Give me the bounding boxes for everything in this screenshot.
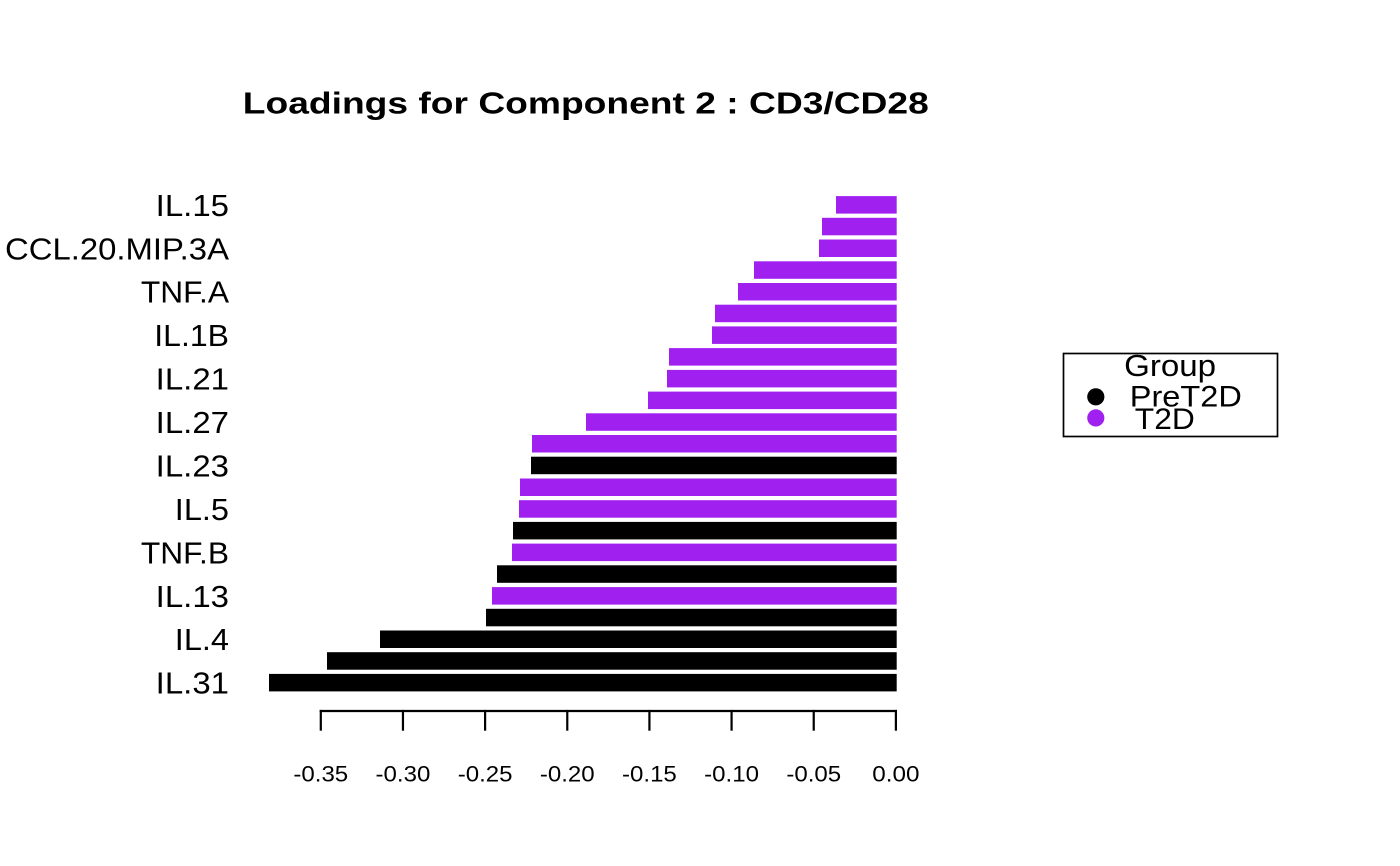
svg-text:Loadings for Component 2 : CD3: Loadings for Component 2 : CD3/CD28 <box>243 85 929 120</box>
svg-text:IL.31: IL.31 <box>156 666 229 701</box>
svg-text:-0.35: -0.35 <box>293 762 348 787</box>
svg-text:IL.15: IL.15 <box>156 188 229 223</box>
svg-text:-0.15: -0.15 <box>622 762 677 787</box>
svg-text:IL.4: IL.4 <box>175 622 229 657</box>
svg-text:IL.21: IL.21 <box>156 362 229 397</box>
svg-text:IL.27: IL.27 <box>156 405 229 440</box>
svg-text:T2D: T2D <box>1135 403 1195 436</box>
svg-text:-0.10: -0.10 <box>704 762 759 787</box>
svg-text:-0.30: -0.30 <box>376 762 431 787</box>
svg-text:TNF.A: TNF.A <box>141 275 229 310</box>
svg-text:-0.20: -0.20 <box>540 762 595 787</box>
svg-text:IL.1B: IL.1B <box>154 318 229 353</box>
svg-text:-0.25: -0.25 <box>458 762 513 787</box>
svg-text:TNF.B: TNF.B <box>141 535 229 570</box>
svg-text:IL.5: IL.5 <box>175 492 229 527</box>
svg-text:CCL.20.MIP.3A: CCL.20.MIP.3A <box>5 231 229 266</box>
svg-text:Group: Group <box>1124 348 1216 383</box>
svg-text:0.00: 0.00 <box>872 762 919 787</box>
svg-text:IL.13: IL.13 <box>156 579 229 614</box>
svg-text:IL.23: IL.23 <box>156 449 229 484</box>
svg-text:-0.05: -0.05 <box>786 762 841 787</box>
svg-text:PreT2D: PreT2D <box>1130 381 1242 414</box>
